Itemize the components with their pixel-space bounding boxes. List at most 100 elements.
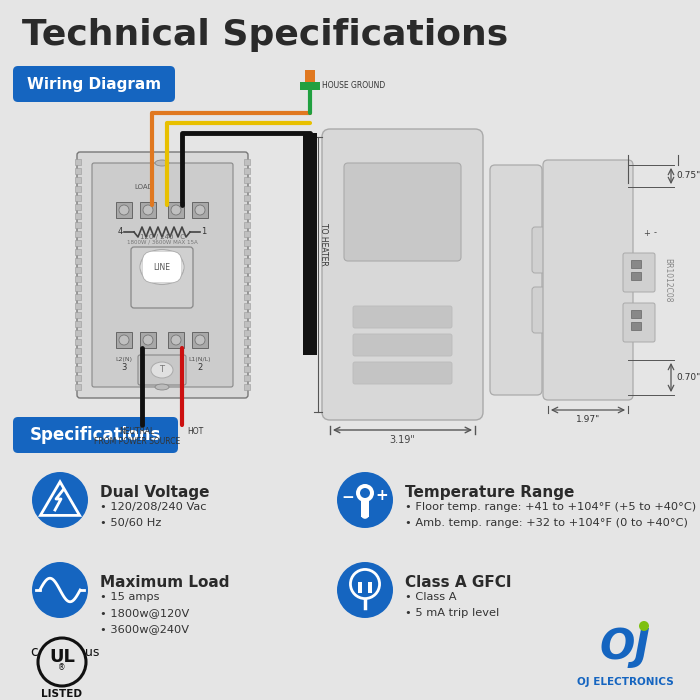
- Bar: [244, 375, 250, 381]
- Bar: [631, 260, 641, 268]
- Ellipse shape: [337, 472, 393, 528]
- Bar: [75, 330, 81, 336]
- Text: • 3600w@240V: • 3600w@240V: [100, 624, 189, 634]
- Ellipse shape: [337, 562, 393, 618]
- Bar: [244, 312, 250, 318]
- FancyBboxPatch shape: [532, 227, 558, 273]
- Bar: [75, 222, 81, 228]
- Text: 1: 1: [202, 228, 206, 237]
- Bar: [192, 202, 208, 218]
- Text: LINE: LINE: [153, 262, 171, 272]
- Text: 1800W / 3600W MAX 15A: 1800W / 3600W MAX 15A: [127, 239, 197, 244]
- Text: 0.70": 0.70": [676, 374, 700, 382]
- Bar: [140, 332, 156, 348]
- Text: Wiring Diagram: Wiring Diagram: [27, 76, 161, 92]
- Bar: [75, 366, 81, 372]
- Circle shape: [195, 205, 205, 215]
- FancyBboxPatch shape: [92, 163, 233, 387]
- Bar: [244, 186, 250, 192]
- Text: 1.97": 1.97": [576, 415, 600, 424]
- Bar: [75, 312, 81, 318]
- Text: LOAD: LOAD: [134, 184, 153, 190]
- FancyBboxPatch shape: [322, 129, 483, 420]
- Text: -: -: [654, 228, 657, 237]
- Text: UL: UL: [49, 648, 75, 666]
- Text: • 50/60 Hz: • 50/60 Hz: [100, 517, 162, 528]
- Bar: [75, 285, 81, 291]
- Bar: [75, 357, 81, 363]
- FancyBboxPatch shape: [13, 66, 175, 102]
- FancyBboxPatch shape: [543, 160, 633, 400]
- Bar: [244, 303, 250, 309]
- Ellipse shape: [155, 160, 169, 166]
- Bar: [358, 582, 362, 593]
- Bar: [244, 384, 250, 390]
- Bar: [244, 222, 250, 228]
- Text: 3.19": 3.19": [390, 435, 415, 445]
- FancyBboxPatch shape: [532, 287, 558, 333]
- Text: HOUSE GROUND: HOUSE GROUND: [322, 81, 385, 90]
- Text: 3.05": 3.05": [305, 263, 314, 286]
- Bar: [244, 357, 250, 363]
- Bar: [75, 384, 81, 390]
- Bar: [75, 258, 81, 264]
- Bar: [244, 366, 250, 372]
- Bar: [75, 267, 81, 273]
- Circle shape: [171, 205, 181, 215]
- FancyBboxPatch shape: [344, 163, 461, 261]
- Bar: [75, 159, 81, 165]
- Circle shape: [143, 335, 153, 345]
- Bar: [244, 330, 250, 336]
- Bar: [75, 321, 81, 327]
- Text: −: −: [342, 490, 355, 505]
- Bar: [303, 133, 317, 355]
- Text: 120 / 240   C: 120 / 240 C: [139, 234, 185, 240]
- Text: LISTED: LISTED: [41, 689, 83, 699]
- Bar: [244, 249, 250, 255]
- Text: TO HEATER: TO HEATER: [319, 223, 328, 265]
- FancyBboxPatch shape: [623, 303, 655, 342]
- Bar: [75, 204, 81, 210]
- Bar: [244, 294, 250, 300]
- Bar: [244, 267, 250, 273]
- Bar: [631, 322, 641, 330]
- Circle shape: [119, 335, 129, 345]
- Bar: [244, 240, 250, 246]
- Circle shape: [195, 335, 205, 345]
- FancyBboxPatch shape: [13, 417, 178, 453]
- Bar: [368, 582, 372, 593]
- Bar: [244, 258, 250, 264]
- Ellipse shape: [140, 249, 184, 284]
- Bar: [168, 332, 184, 348]
- Bar: [75, 168, 81, 174]
- Bar: [244, 348, 250, 354]
- Text: T: T: [160, 365, 164, 375]
- Bar: [75, 339, 81, 345]
- Text: +: +: [375, 489, 389, 503]
- Bar: [244, 177, 250, 183]
- FancyBboxPatch shape: [138, 355, 186, 385]
- Bar: [75, 375, 81, 381]
- Text: BR1012C08: BR1012C08: [663, 258, 672, 302]
- Circle shape: [360, 488, 370, 498]
- Bar: [300, 82, 320, 90]
- Bar: [631, 272, 641, 280]
- Ellipse shape: [144, 253, 180, 281]
- Bar: [75, 294, 81, 300]
- Text: 2: 2: [197, 363, 202, 372]
- Bar: [244, 321, 250, 327]
- Bar: [244, 159, 250, 165]
- Bar: [75, 348, 81, 354]
- Bar: [75, 240, 81, 246]
- Bar: [305, 70, 315, 82]
- Text: Specifications: Specifications: [30, 426, 161, 444]
- Bar: [244, 204, 250, 210]
- Bar: [116, 202, 132, 218]
- Text: L2(N): L2(N): [116, 358, 132, 363]
- Text: 0.75": 0.75": [676, 172, 700, 181]
- FancyBboxPatch shape: [623, 253, 655, 292]
- Bar: [75, 177, 81, 183]
- Bar: [631, 310, 641, 318]
- Bar: [75, 303, 81, 309]
- Text: • 15 amps: • 15 amps: [100, 592, 160, 601]
